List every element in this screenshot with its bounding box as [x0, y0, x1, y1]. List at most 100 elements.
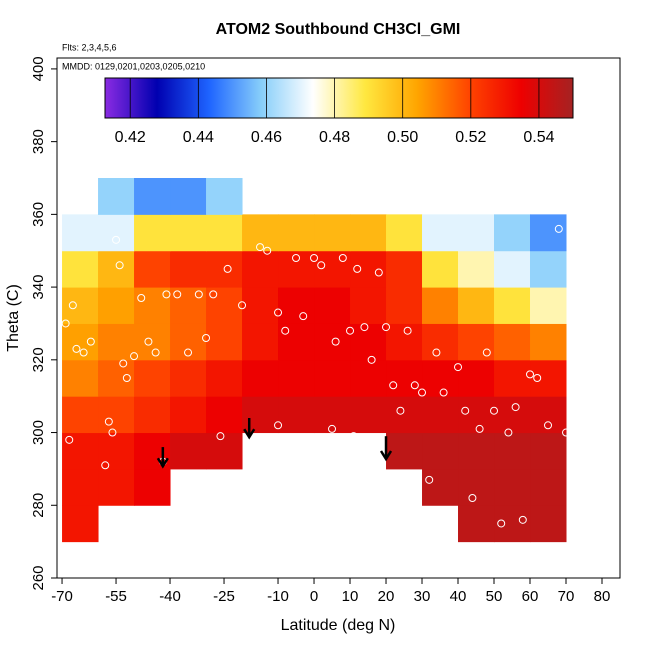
heat-cell	[134, 359, 171, 397]
y-tick-label: 400	[30, 56, 47, 81]
heat-cell	[134, 178, 171, 215]
observation-point	[346, 326, 355, 335]
heat-cell	[386, 432, 423, 470]
heat-cell	[314, 287, 351, 324]
observation-point	[119, 359, 128, 368]
heat-cell	[62, 323, 99, 361]
observation-point	[562, 428, 571, 437]
heat-cell	[242, 214, 279, 252]
observation-point	[317, 261, 326, 270]
observation-point	[432, 348, 441, 357]
heat-cell	[494, 359, 531, 397]
observation-point	[461, 406, 470, 415]
x-tick-label: 80	[594, 588, 611, 605]
heat-cell	[170, 359, 207, 397]
subtitle: Flts: 2,3,4,5,6	[62, 42, 117, 52]
heat-cell	[350, 323, 387, 361]
observation-point	[202, 334, 211, 342]
x-tick-label: 20	[378, 588, 395, 605]
heat-cell	[494, 432, 531, 470]
observation-point	[115, 261, 124, 270]
observation-point	[173, 290, 182, 299]
heat-cell	[206, 359, 243, 397]
colorbar-tick-label: 0.52	[455, 129, 486, 146]
observation-point	[162, 290, 171, 299]
colorbar-tick-label: 0.54	[523, 129, 554, 146]
heat-cell	[314, 214, 351, 252]
heat-cell	[386, 287, 423, 324]
x-tick-label: 10	[342, 588, 359, 605]
observation-point	[490, 406, 499, 415]
heat-cell	[494, 396, 531, 434]
y-tick-label: 320	[30, 347, 47, 372]
heat-cell	[422, 323, 459, 361]
heat-cell	[422, 432, 459, 470]
observation-point	[475, 424, 484, 433]
heat-cell	[422, 214, 459, 252]
observation-point	[504, 428, 513, 437]
heat-cell	[206, 432, 243, 470]
heat-cell	[62, 505, 99, 543]
heat-cell	[530, 432, 567, 470]
heat-cell	[530, 287, 567, 324]
observation-point	[382, 323, 391, 332]
heat-cell	[170, 396, 207, 434]
heat-cell	[206, 287, 243, 324]
y-tick-label: 280	[30, 493, 47, 518]
heat-cell	[458, 214, 495, 252]
observation-point	[101, 461, 110, 470]
heat-cell	[170, 178, 207, 215]
heat-cell	[134, 214, 171, 252]
heat-cell	[314, 250, 351, 288]
x-tick-label: 0	[310, 588, 318, 605]
heat-cell	[386, 396, 423, 434]
heat-cell	[494, 505, 531, 543]
heat-cell	[98, 287, 135, 324]
arrow-head	[243, 428, 256, 440]
heat-cell	[134, 287, 171, 324]
heat-cell	[458, 432, 495, 470]
observation-point	[418, 388, 427, 397]
x-tick-label: 30	[414, 588, 431, 605]
heat-cell	[458, 468, 495, 506]
chart-title: ATOM2 Southbound CH3Cl_GMI	[216, 21, 461, 38]
arrow-head	[156, 457, 169, 469]
observation-point	[454, 363, 463, 372]
observation-point	[374, 268, 383, 277]
observation-point	[299, 312, 308, 321]
observation-point	[468, 494, 477, 502]
colorbar-tick-label: 0.42	[115, 129, 146, 146]
colorbar-tick-label: 0.46	[251, 129, 282, 146]
heat-cell	[386, 359, 423, 397]
observation-point	[263, 246, 272, 255]
y-tick-label: 340	[30, 275, 47, 300]
heat-cell	[98, 214, 135, 252]
observation-point	[104, 417, 113, 426]
heat-cell	[170, 287, 207, 324]
observation-point	[216, 432, 225, 441]
x-tick-label: -25	[213, 588, 235, 605]
observation-point	[194, 290, 203, 299]
heat-cell	[206, 214, 243, 252]
observation-point	[403, 326, 412, 335]
heat-cell	[62, 432, 99, 470]
observation-point	[526, 370, 535, 379]
heat-cell	[62, 250, 99, 288]
heat-cell	[62, 214, 99, 252]
observation-point	[72, 344, 81, 353]
heat-cell	[530, 505, 567, 543]
colorbar-tick-label: 0.44	[183, 129, 214, 146]
heat-cell	[494, 287, 531, 324]
observation-point	[338, 254, 347, 262]
x-tick-label: 40	[450, 588, 467, 605]
heat-cell	[422, 287, 459, 324]
x-axis-label: Latitude (deg N)	[281, 617, 396, 634]
observation-point	[130, 352, 139, 361]
heat-cell	[278, 323, 315, 361]
heat-cell	[530, 250, 567, 288]
heat-cell	[98, 323, 135, 361]
heat-cell	[98, 432, 135, 470]
heat-cell	[170, 250, 207, 288]
colorbar-tick-label: 0.48	[319, 129, 350, 146]
heat-cell	[242, 250, 279, 288]
